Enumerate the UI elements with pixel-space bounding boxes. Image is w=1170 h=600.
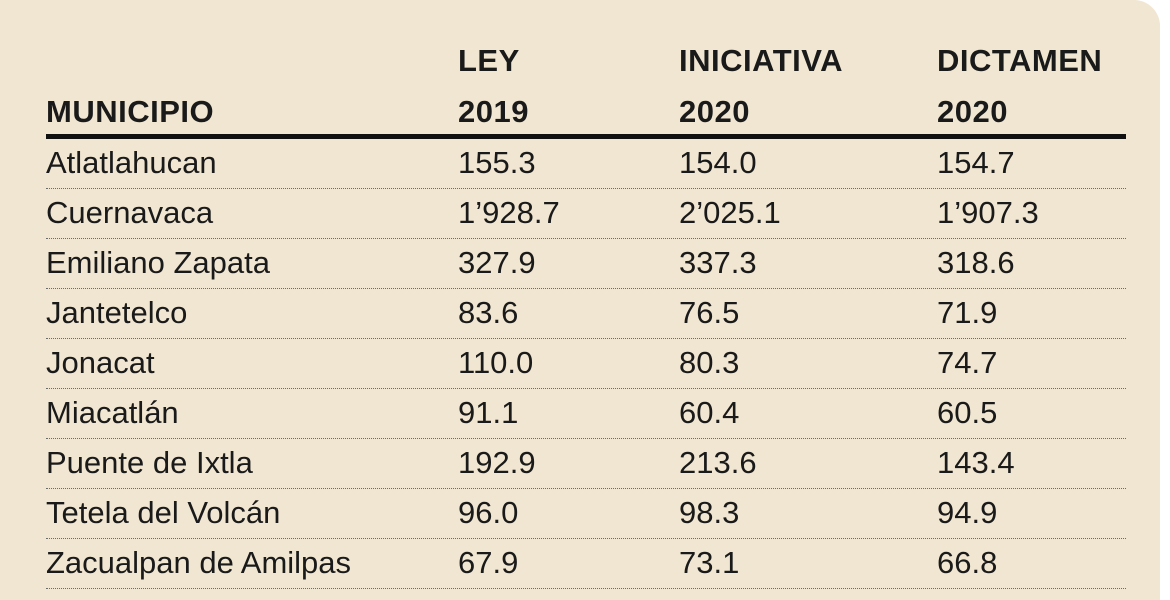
table-row: Tetela del Volcán 96.0 98.3 94.9: [46, 489, 1126, 539]
cell-dictamen-2020: 60.5: [937, 395, 998, 430]
header-ley-label: LEY: [458, 43, 520, 78]
cell-ley-2019: 110.0: [458, 345, 534, 380]
header-row-bottom: MUNICIPIO 2019 2020 2020: [46, 92, 1126, 132]
cell-dictamen-2020: 143.4: [937, 445, 1015, 480]
cell-iniciativa-2020: 80.3: [679, 345, 740, 380]
cell-iniciativa-2020: 2’025.1: [679, 195, 781, 230]
table-row: Jonacat 110.0 80.3 74.7: [46, 339, 1126, 389]
cell-ley-2019: 155.3: [458, 145, 536, 180]
cell-iniciativa-2020: 337.3: [679, 245, 757, 280]
header-row-top: LEY INICIATIVA DICTAMEN: [46, 41, 1126, 81]
cell-dictamen-2020: 1’907.3: [937, 195, 1039, 230]
table-row: Miacatlán 91.1 60.4 60.5: [46, 389, 1126, 439]
cell-iniciativa-2020: 76.5: [679, 295, 740, 330]
cell-ley-2019: 327.9: [458, 245, 536, 280]
header-iniciativa-label: INICIATIVA: [679, 43, 844, 78]
cell-dictamen-2020: 66.8: [937, 545, 998, 580]
header-iniciativa-year: 2020: [679, 94, 750, 129]
cell-municipio: Tetela del Volcán: [46, 495, 281, 530]
cell-municipio: Puente de Ixtla: [46, 445, 253, 480]
table-row: Emiliano Zapata 327.9 337.3 318.6: [46, 239, 1126, 289]
cell-dictamen-2020: 71.9: [937, 295, 998, 330]
cell-iniciativa-2020: 98.3: [679, 495, 740, 530]
cell-municipio: Atlatlahucan: [46, 145, 217, 180]
cell-ley-2019: 1’928.7: [458, 195, 560, 230]
cell-ley-2019: 91.1: [458, 395, 519, 430]
table-row: Atlatlahucan 155.3 154.0 154.7: [46, 139, 1126, 189]
table-row: Cuernavaca 1’928.7 2’025.1 1’907.3: [46, 189, 1126, 239]
table-body: Atlatlahucan 155.3 154.0 154.7 Cuernavac…: [46, 139, 1126, 589]
cell-municipio: Jantetelco: [46, 295, 188, 330]
cell-municipio: Zacualpan de Amilpas: [46, 545, 352, 580]
header-ley-year: 2019: [458, 94, 529, 129]
table-row: Jantetelco 83.6 76.5 71.9: [46, 289, 1126, 339]
cell-ley-2019: 67.9: [458, 545, 519, 580]
cell-dictamen-2020: 94.9: [937, 495, 998, 530]
header-divider: [46, 134, 1126, 139]
cell-ley-2019: 83.6: [458, 295, 519, 330]
cell-dictamen-2020: 74.7: [937, 345, 998, 380]
cell-municipio: Jonacat: [46, 345, 155, 380]
cell-municipio: Emiliano Zapata: [46, 245, 271, 280]
cell-municipio: Miacatlán: [46, 395, 179, 430]
cell-dictamen-2020: 318.6: [937, 245, 1015, 280]
header-dictamen-label: DICTAMEN: [937, 43, 1103, 78]
table-row: Puente de Ixtla 192.9 213.6 143.4: [46, 439, 1126, 489]
cell-ley-2019: 96.0: [458, 495, 519, 530]
cell-iniciativa-2020: 213.6: [679, 445, 757, 480]
cell-iniciativa-2020: 154.0: [679, 145, 757, 180]
cell-iniciativa-2020: 73.1: [679, 545, 740, 580]
cell-municipio: Cuernavaca: [46, 195, 214, 230]
header-municipio: MUNICIPIO: [46, 94, 215, 129]
table-row: Zacualpan de Amilpas 67.9 73.1 66.8: [46, 539, 1126, 589]
cell-ley-2019: 192.9: [458, 445, 536, 480]
header-dictamen-year: 2020: [937, 94, 1008, 129]
cell-iniciativa-2020: 60.4: [679, 395, 740, 430]
cell-dictamen-2020: 154.7: [937, 145, 1015, 180]
